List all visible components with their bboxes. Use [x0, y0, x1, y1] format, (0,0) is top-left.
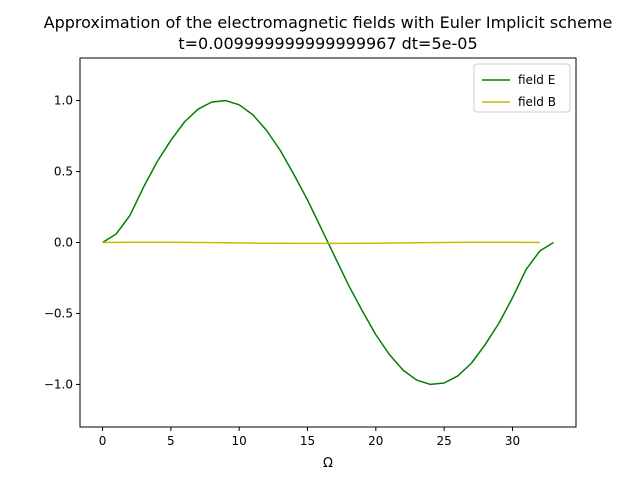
x-tick-label: 30 — [505, 434, 520, 448]
legend-label: field B — [518, 95, 556, 109]
x-axis-label: Ω — [323, 456, 333, 471]
plot-area — [102, 99, 554, 386]
y-tick-label: −0.5 — [44, 306, 73, 320]
chart-subtitle: t=0.009999999999999967 dt=5e-05 — [178, 34, 477, 53]
x-tick-label: 10 — [232, 434, 247, 448]
x-tick-label: 0 — [99, 434, 107, 448]
y-tick-label: 0.5 — [54, 165, 73, 179]
x-tick-label: 25 — [437, 434, 452, 448]
y-axis-ticks: −1.0 −0.5 0.0 0.5 1.0 — [44, 94, 80, 391]
x-axis-ticks: 0 5 10 15 20 25 30 — [99, 427, 520, 448]
chart-title: Approximation of the electromagnetic fie… — [44, 13, 613, 32]
legend-label: field E — [518, 73, 555, 87]
x-tick-label: 5 — [167, 434, 175, 448]
legend: field E field B — [473, 63, 571, 113]
y-tick-label: 0.0 — [54, 236, 73, 250]
y-tick-label: 1.0 — [54, 94, 73, 108]
x-tick-label: 20 — [368, 434, 383, 448]
axes-frame — [79, 57, 577, 428]
series-line-field-e — [102, 99, 554, 386]
x-tick-label: 15 — [300, 434, 315, 448]
legend-box — [473, 63, 571, 113]
y-tick-label: −1.0 — [44, 377, 73, 391]
series-line-field-b — [102, 241, 540, 245]
